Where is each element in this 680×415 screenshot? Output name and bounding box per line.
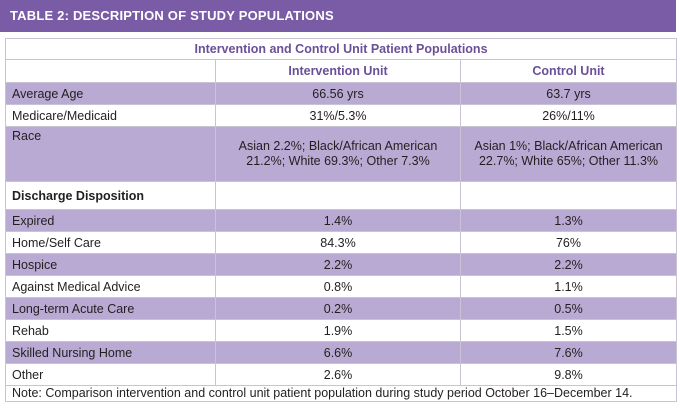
- row-label: Against Medical Advice: [5, 275, 216, 298]
- control-value: 1.5%: [459, 319, 678, 342]
- control-value: 26%/11%: [459, 104, 678, 127]
- control-value: 63.7 yrs: [459, 82, 678, 105]
- row-label: Other: [5, 363, 216, 386]
- table-caption: Intervention and Control Unit Patient Po…: [4, 38, 678, 60]
- row-label: Expired: [5, 209, 216, 232]
- row-label: Rehab: [5, 319, 216, 342]
- header-intervention: Intervention Unit: [215, 59, 461, 83]
- table-title: TABLE 2: DESCRIPTION OF STUDY POPULATION…: [0, 0, 676, 32]
- intervention-value: 0.2%: [215, 297, 461, 320]
- control-value: 2.2%: [459, 253, 678, 276]
- row-label: Average Age: [5, 82, 216, 105]
- table-row: Against Medical Advice 0.8% 1.1%: [5, 275, 678, 298]
- row-label: Home/Self Care: [5, 231, 216, 254]
- intervention-value: 2.6%: [215, 363, 461, 386]
- table-row: Expired 1.4% 1.3%: [5, 209, 678, 232]
- row-label: Medicare/Medicaid: [5, 104, 216, 127]
- intervention-value: Asian 2.2%; Black/African American 21.2%…: [215, 126, 461, 182]
- control-value: 1.1%: [459, 275, 678, 298]
- intervention-value: 66.56 yrs: [215, 82, 461, 105]
- table-row: Medicare/Medicaid 31%/5.3% 26%/11%: [5, 104, 678, 127]
- intervention-value: 1.4%: [215, 209, 461, 232]
- control-value: 1.3%: [459, 209, 678, 232]
- table-row: Average Age 66.56 yrs 63.7 yrs: [5, 82, 678, 105]
- table-row: Other 2.6% 9.8%: [5, 363, 678, 386]
- intervention-value: [215, 181, 461, 210]
- row-label: Hospice: [5, 253, 216, 276]
- intervention-value: 2.2%: [215, 253, 461, 276]
- header-control: Control Unit: [459, 59, 678, 83]
- intervention-value: 84.3%: [215, 231, 461, 254]
- row-label: Long-term Acute Care: [5, 297, 216, 320]
- intervention-value: 0.8%: [215, 275, 461, 298]
- row-label: Race: [5, 126, 216, 182]
- table-row: Race Asian 2.2%; Black/African American …: [5, 126, 678, 182]
- section-label: Discharge Disposition: [5, 181, 216, 210]
- table-note: Note: Comparison intervention and contro…: [4, 385, 678, 402]
- table-row: Skilled Nursing Home 6.6% 7.6%: [5, 341, 678, 364]
- header-empty: [5, 59, 216, 83]
- table-row: Rehab 1.9% 1.5%: [5, 319, 678, 342]
- table-row: Long-term Acute Care 0.2% 0.5%: [5, 297, 678, 320]
- table-row: Hospice 2.2% 2.2%: [5, 253, 678, 276]
- control-value: 76%: [459, 231, 678, 254]
- control-value: Asian 1%; Black/African American 22.7%; …: [459, 126, 678, 182]
- row-label: Skilled Nursing Home: [5, 341, 216, 364]
- intervention-value: 6.6%: [215, 341, 461, 364]
- control-value: [459, 181, 678, 210]
- control-value: 0.5%: [459, 297, 678, 320]
- control-value: 7.6%: [459, 341, 678, 364]
- control-value: 9.8%: [459, 363, 678, 386]
- table-row: Discharge Disposition: [5, 181, 678, 210]
- table-row: Home/Self Care 84.3% 76%: [5, 231, 678, 254]
- intervention-value: 31%/5.3%: [215, 104, 461, 127]
- population-table: Intervention and Control Unit Patient Po…: [4, 38, 678, 402]
- intervention-value: 1.9%: [215, 319, 461, 342]
